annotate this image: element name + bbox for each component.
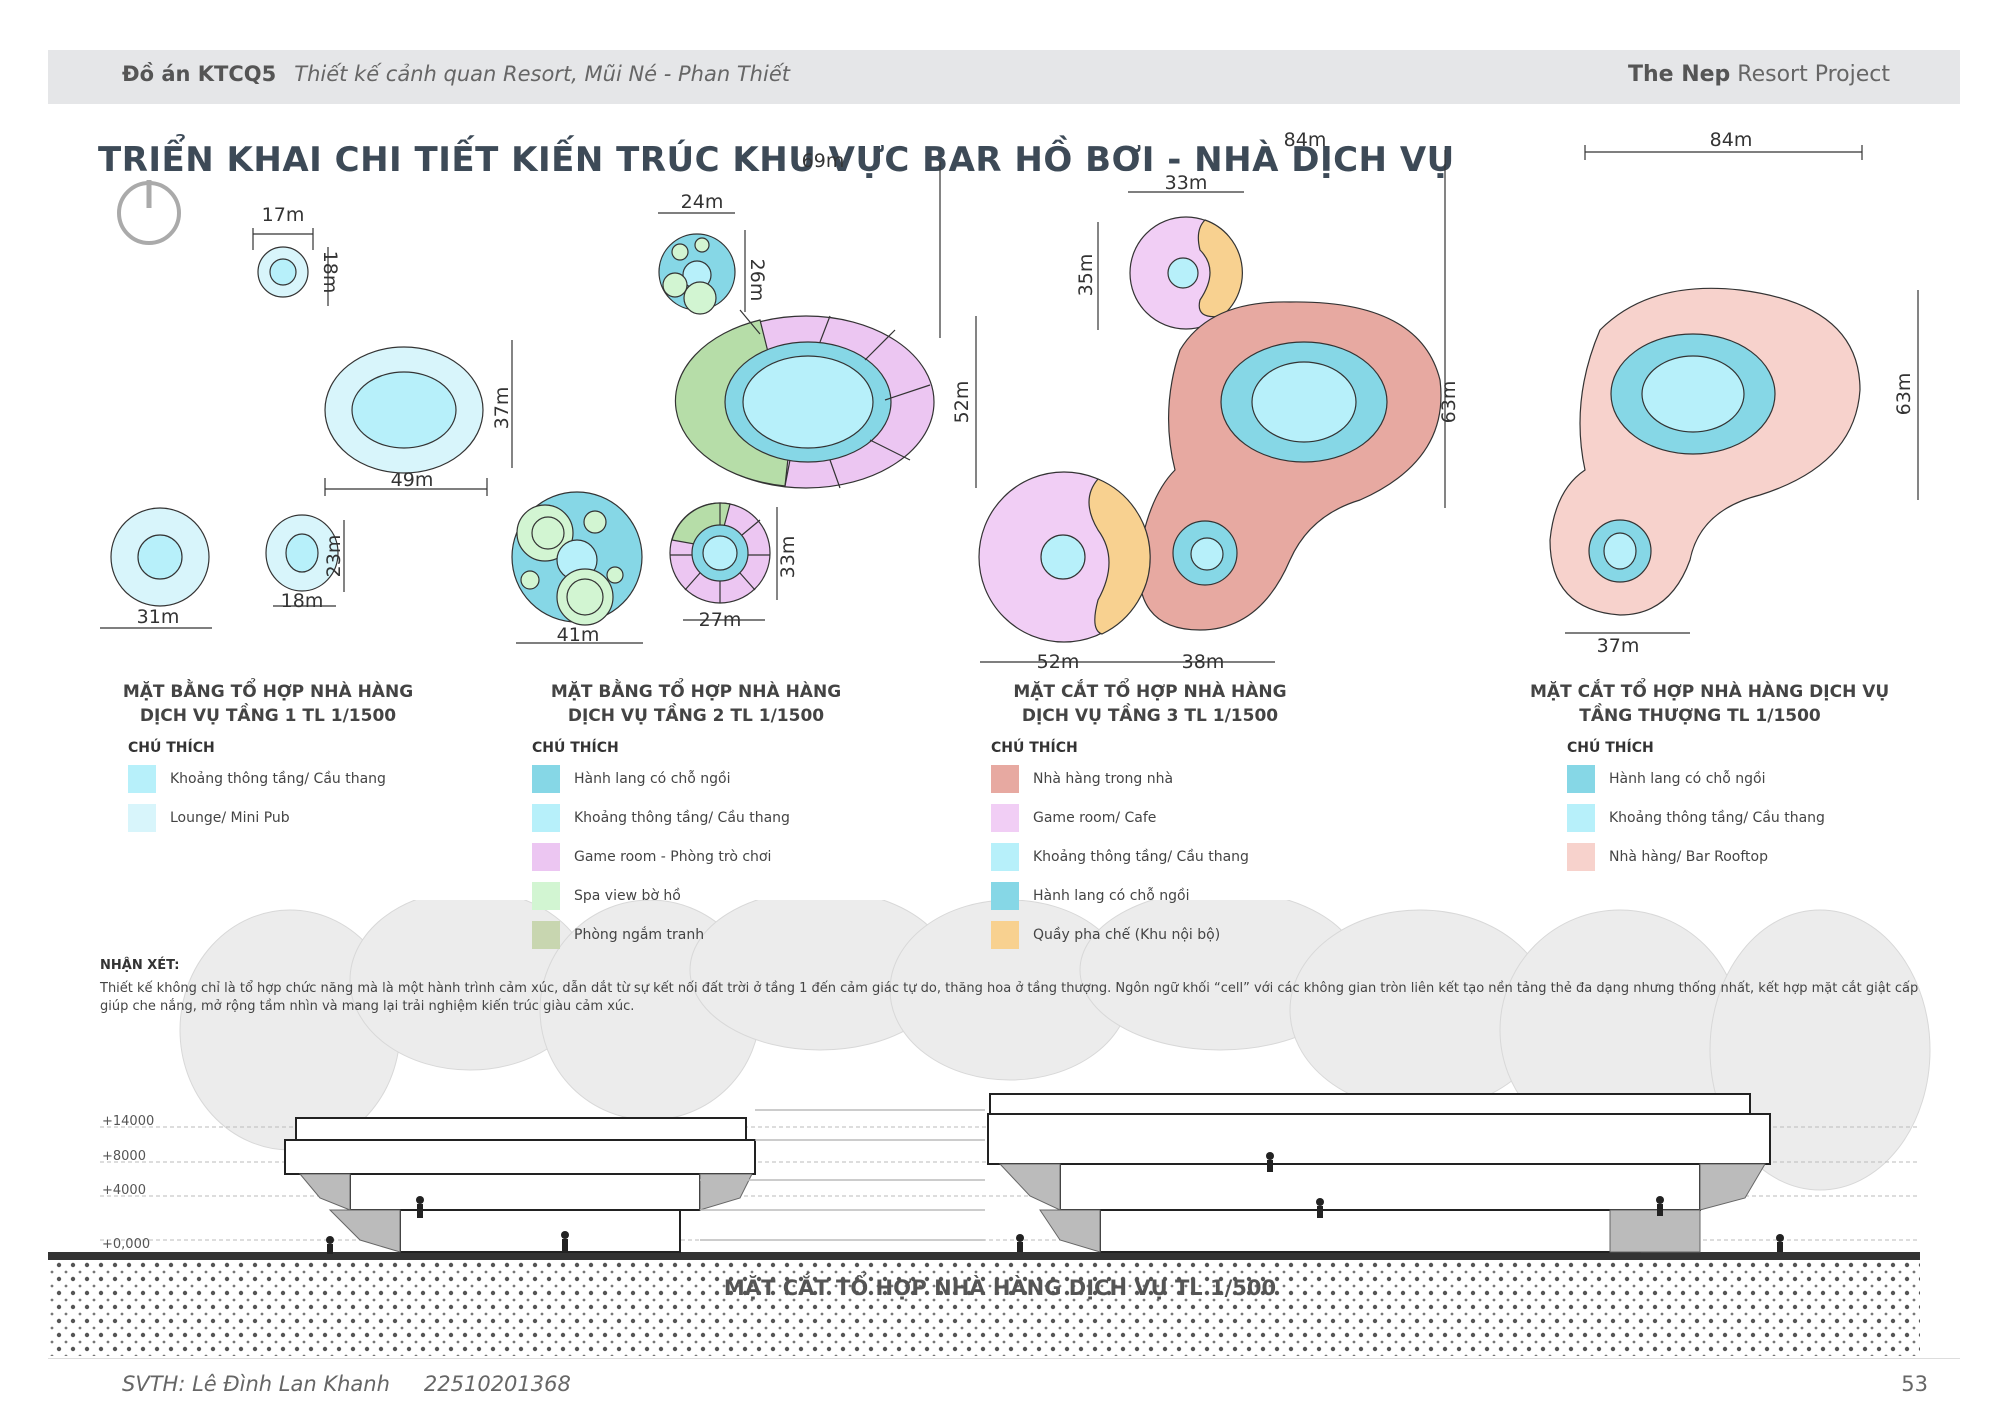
dim-37m: 37m <box>491 387 513 430</box>
legend-floor-2: Hành lang có chỗ ngồi Khoảng thông tầng/… <box>532 765 790 949</box>
dim-52m-b: 52m <box>1037 651 1080 673</box>
level-4000: +4000 <box>102 1183 146 1198</box>
legend-item: Khoảng thông tầng/ Cầu thang <box>128 765 386 793</box>
dim-35m: 35m <box>1075 254 1097 297</box>
plan-diagrams: 17m 18m 49m 37m 31m 18m 23m 24m 26m 69m … <box>100 129 1919 673</box>
dim-27m: 27m <box>699 609 742 631</box>
legend-swatch <box>532 882 560 910</box>
legend-swatch <box>128 804 156 832</box>
dim-69m: 69m <box>802 150 845 172</box>
header-bar: Đồ án KTCQ5 Thiết kế cảnh quan Resort, Mũ… <box>48 50 1960 104</box>
legend-heading-2: CHÚ THÍCH <box>532 740 619 756</box>
legend-floor-3: Nhà hàng trong nhà Game room/ Cafe Khoản… <box>991 765 1249 949</box>
caption-floor-1: MẶT BẰNG TỔ HỢP NHÀ HÀNG DỊCH VỤ TẦNG 1 T… <box>122 682 414 726</box>
legend-heading-4: CHÚ THÍCH <box>1567 740 1654 756</box>
legend-item: Game room/ Cafe <box>991 804 1249 832</box>
legend-swatch <box>991 921 1019 949</box>
project-label: Đồ án KTCQ5 Thiết kế cảnh quan Resort, Mũ… <box>122 62 790 86</box>
legend-swatch <box>532 843 560 871</box>
legend-item: Spa view bờ hồ <box>532 882 790 910</box>
project-subtitle: Thiết kế cảnh quan Resort, Mũi Né - Phan… <box>294 62 790 86</box>
legend-item: Nhà hàng trong nhà <box>991 765 1249 793</box>
dim-17m: 17m <box>262 204 305 226</box>
caption-floor-2: MẶT BẰNG TỔ HỢP NHÀ HÀNG DỊCH VỤ TẦNG 2 T… <box>550 682 842 726</box>
legend-swatch <box>128 765 156 793</box>
dim-41m: 41m <box>557 624 600 646</box>
dim-23m: 23m <box>323 535 345 578</box>
legend-heading-3: CHÚ THÍCH <box>991 740 1078 756</box>
legend-floor-1: Khoảng thông tầng/ Cầu thang Lounge/ Min… <box>128 765 386 832</box>
brand: The Nep Resort Project <box>1628 62 1890 87</box>
dim-26m: 26m <box>746 259 768 302</box>
legend-heading-1: CHÚ THÍCH <box>128 740 215 756</box>
legend-swatch <box>1567 804 1595 832</box>
section-drawing: +14000 +8000 +4000 +0,000 <box>48 1093 1920 1356</box>
dim-84m-a: 84m <box>1284 129 1327 151</box>
dim-18m-a: 18m <box>319 251 341 294</box>
note-text: Thiết kế không chỉ là tổ hợp chức năng m… <box>100 981 1919 1014</box>
legend-item: Phòng ngắm tranh <box>532 921 790 949</box>
student-id: 22510201368 <box>423 1372 571 1396</box>
page-number: 53 <box>1901 1372 1928 1396</box>
caption-floor-3: MẶT CẮT TỔ HỢP NHÀ HÀNG DỊCH VỤ TẦNG 3 TL… <box>1013 682 1287 726</box>
level-14000: +14000 <box>102 1114 154 1129</box>
legend-swatch <box>532 804 560 832</box>
legend-swatch <box>1567 765 1595 793</box>
note-heading: NHẬN XÉT: <box>100 958 180 973</box>
legend-item: Hành lang có chỗ ngồi <box>532 765 790 793</box>
dim-31m: 31m <box>137 606 180 628</box>
legend-item: Quầy pha chế (Khu nội bộ) <box>991 921 1249 949</box>
level-0: +0,000 <box>102 1237 150 1252</box>
legend-item: Hành lang có chỗ ngồi <box>1567 765 1825 793</box>
legend-swatch <box>991 843 1019 871</box>
legend-item: Khoảng thông tầng/ Cầu thang <box>532 804 790 832</box>
brand-bold: The Nep <box>1627 62 1731 87</box>
legend-item: Game room - Phòng trò chơi <box>532 843 790 871</box>
brand-rest: Resort Project <box>1737 62 1890 87</box>
dim-52m-a: 52m <box>951 381 973 424</box>
dim-49m: 49m <box>391 469 434 491</box>
dim-33m-b: 33m <box>1165 172 1208 194</box>
legend-item: Nhà hàng/ Bar Rooftop <box>1567 843 1825 871</box>
student-name: SVTH: Lê Đình Lan Khanh <box>122 1372 390 1396</box>
dim-84m-b: 84m <box>1710 129 1753 151</box>
footer-divider <box>48 1358 1960 1359</box>
project-code: Đồ án KTCQ5 <box>122 62 277 86</box>
legend-swatch <box>1567 843 1595 871</box>
legend-item: Khoảng thông tầng/ Cầu thang <box>1567 804 1825 832</box>
dim-63m-b: 63m <box>1893 373 1915 416</box>
legend-swatch <box>532 921 560 949</box>
level-8000: +8000 <box>102 1149 146 1164</box>
dim-38m: 38m <box>1182 651 1225 673</box>
tree-background <box>179 900 1931 1191</box>
legend-rooftop: Hành lang có chỗ ngồi Khoảng thông tầng/… <box>1567 765 1825 871</box>
legend-swatch <box>532 765 560 793</box>
power-icon <box>117 180 181 245</box>
footer-student: SVTH: Lê Đình Lan Khanh 22510201368 <box>122 1372 571 1396</box>
dim-18m-b: 18m <box>281 590 324 612</box>
legend-swatch <box>991 765 1019 793</box>
legend-item: Hành lang có chỗ ngồi <box>991 882 1249 910</box>
legend-swatch <box>991 804 1019 832</box>
legend-item: Lounge/ Mini Pub <box>128 804 386 832</box>
section-title: MẶT CẮT TỔ HỢP NHÀ HÀNG DỊCH VỤ TL 1/500 <box>723 1276 1277 1300</box>
legend-item: Khoảng thông tầng/ Cầu thang <box>991 843 1249 871</box>
dim-63m-a: 63m <box>1438 381 1460 424</box>
legend-swatch <box>991 882 1019 910</box>
dim-37m-b: 37m <box>1597 635 1640 657</box>
page-title: TRIỂN KHAI CHI TIẾT KIẾN TRÚC KHU VỰC BA… <box>98 140 1455 180</box>
dim-33m-a: 33m <box>777 536 799 579</box>
caption-rooftop: MẶT CẮT TỔ HỢP NHÀ HÀNG DỊCH VỤ TẦNG THƯỢ… <box>1530 682 1890 726</box>
dim-24m: 24m <box>681 191 724 213</box>
